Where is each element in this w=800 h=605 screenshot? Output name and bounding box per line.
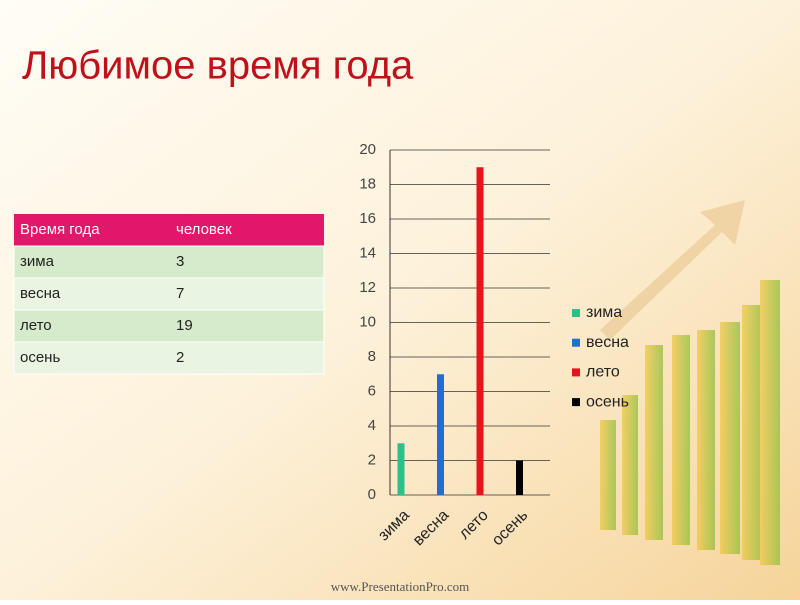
bar [437,374,444,495]
legend-swatch [572,368,580,377]
table-row [13,245,325,279]
y-tick-label: 8 [368,348,376,365]
bar [516,460,523,495]
table-cell: лето [20,317,52,334]
table-row [13,309,325,343]
y-tick-label: 16 [359,210,376,227]
decor-bars [600,200,780,565]
y-tick-label: 4 [368,417,376,434]
legend-label: весна [586,334,629,351]
legend-label: зима [586,304,622,321]
table-cell: осень [20,349,60,366]
table-cell: 7 [176,285,184,302]
y-tick-label: 6 [368,382,376,399]
table-header [14,214,324,246]
y-tick-label: 20 [359,141,376,158]
table: Время года человек зима 3 весна 7 лето 19 осень 2 [13,214,325,375]
y-tick-label: 10 [359,313,376,330]
legend-swatch [572,338,580,347]
legend-label: осень [586,393,629,410]
table-cell: 2 [176,349,184,366]
table-cell: зима [20,253,55,270]
header-cell: человек [176,221,232,238]
table-cell: весна [20,285,61,302]
table-cell: 19 [176,317,193,334]
table-row [13,277,325,311]
title: Любимое время года [22,44,414,88]
y-tick-label: 14 [359,244,376,261]
legend-label: лето [586,364,620,381]
y-tick-label: 2 [368,451,376,468]
bar [476,167,484,495]
bar [397,443,405,495]
header-cell: Время года [20,221,100,238]
legend-swatch [572,309,580,317]
table-cell: 3 [176,253,184,270]
y-tick-label: 18 [359,175,376,192]
y-tick-label: 0 [368,486,376,503]
y-tick-label: 12 [359,279,376,296]
table-row [13,341,325,375]
legend-swatch [572,398,580,407]
footer: www.PresentationPro.com [331,579,470,594]
